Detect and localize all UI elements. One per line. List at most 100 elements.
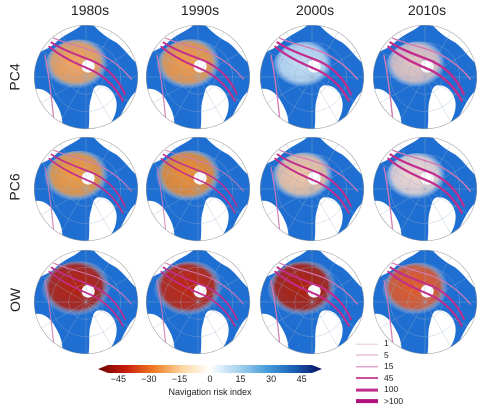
map-border (259, 249, 365, 355)
colorbar-gradient (98, 365, 322, 373)
shipping-route (48, 45, 124, 102)
shipping-route (391, 37, 472, 80)
land-mass (427, 197, 456, 241)
shipping-route (165, 149, 244, 192)
shipping-route (383, 54, 394, 119)
arctic-map-panel (372, 136, 478, 242)
row-label-pc6-text: PC6 (7, 173, 24, 201)
map-border (33, 24, 139, 130)
meridian-line (380, 50, 470, 104)
arctic-map-panel (145, 24, 251, 130)
row-label-ow-text: OW (7, 287, 24, 313)
meridian-line (380, 162, 470, 216)
legend-item: 15 (356, 361, 496, 373)
legend-label: 1 (384, 338, 389, 348)
shipping-route (270, 279, 281, 344)
shipping-route (278, 37, 359, 80)
risk-field (272, 41, 339, 95)
shipping-route (279, 149, 358, 192)
map-content (146, 250, 250, 354)
meridian-line (267, 162, 357, 216)
shipping-route (389, 266, 465, 321)
risk-field (385, 41, 452, 96)
legend-label: 100 (384, 384, 399, 394)
column-title-2000s: 2000s (295, 2, 335, 18)
shipping-route (387, 157, 463, 214)
legend-label: 15 (384, 361, 394, 371)
legend-item: 45 (356, 373, 496, 385)
shipping-route (50, 153, 126, 208)
risk-field (271, 152, 340, 209)
map-content (373, 25, 477, 129)
meridian-line (153, 162, 243, 216)
map-border (372, 136, 478, 242)
map-border (259, 24, 365, 130)
map-border (259, 136, 365, 242)
meridian-line (41, 50, 131, 104)
shipping-route (44, 279, 55, 344)
shipping-route (276, 41, 352, 96)
colorbar-tick-label: 45 (296, 374, 307, 384)
map-content (260, 25, 364, 129)
land-mass (427, 85, 456, 129)
legend-line-swatch (356, 354, 378, 356)
shipping-route (270, 54, 281, 119)
map-content (146, 137, 250, 241)
map-border (145, 24, 251, 130)
map-content (260, 137, 364, 241)
map-content (146, 25, 250, 129)
legend-label: >100 (384, 395, 404, 406)
meridian-line (267, 275, 357, 329)
shipping-route (156, 166, 167, 231)
arctic-map-panel (145, 136, 251, 242)
row-label-ow: OW (4, 245, 26, 355)
legend-item: 100 (356, 384, 496, 396)
row-label-pc4-text: PC4 (7, 63, 24, 91)
legend-label: 45 (384, 372, 394, 383)
shipping-route (165, 262, 244, 305)
legend-label: 5 (384, 349, 389, 360)
risk-field (384, 153, 453, 208)
map-border (33, 136, 139, 242)
route-density-legend: 1 5 15 45 100 >100 (356, 338, 496, 407)
shipping-route (48, 270, 124, 327)
legend-line-swatch (356, 399, 378, 404)
meridian-line (41, 162, 131, 216)
shipping-route (53, 262, 132, 305)
map-content (373, 137, 477, 241)
shipping-route (160, 158, 236, 214)
arctic-map-panel (259, 24, 365, 130)
risk-field (155, 39, 228, 98)
legend-item: >100 (356, 396, 496, 408)
shipping-route (274, 157, 350, 214)
shipping-route (156, 54, 167, 119)
meridian-line (153, 50, 243, 104)
shipping-route (387, 270, 463, 327)
shipping-route (278, 262, 358, 305)
row-label-pc4: PC4 (4, 22, 26, 132)
colorbar-tick-label: 30 (266, 374, 277, 384)
map-border (372, 249, 478, 355)
meridian-line (380, 275, 470, 329)
shipping-route (383, 166, 394, 231)
colorbar-tick-label: −30 (141, 374, 157, 384)
shipping-route (160, 270, 236, 327)
colorbar-tick-label: −15 (171, 374, 188, 384)
column-title-1990s: 1990s (180, 2, 220, 18)
shipping-route (50, 41, 126, 96)
meridian-line (267, 50, 357, 104)
map-border (145, 136, 251, 242)
land-mass (88, 197, 117, 241)
risk-field (155, 150, 228, 211)
shipping-route (53, 149, 132, 192)
arctic-map-panel (33, 136, 139, 242)
shipping-route (389, 41, 466, 96)
column-title-1980s: 1980s (70, 2, 110, 18)
shipping-route (162, 41, 238, 96)
colorbar-tick-label: −45 (110, 374, 126, 384)
arctic-map-panel (145, 249, 251, 355)
legend-line-swatch (356, 343, 378, 345)
shipping-route (274, 270, 350, 327)
colorbar-tick-label: 0 (207, 374, 213, 384)
map-content (260, 250, 364, 354)
